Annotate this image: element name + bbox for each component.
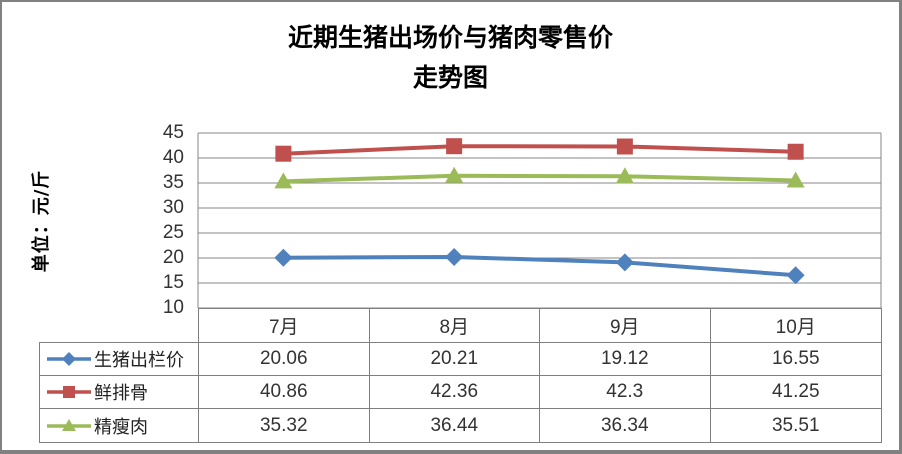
series-line-2 <box>281 173 798 184</box>
legend-column: 生猪出栏价鲜排骨精瘦肉 <box>39 342 199 443</box>
square-legend-icon <box>47 386 91 398</box>
value-cell: 41.25 <box>710 376 881 409</box>
triangle-marker <box>274 172 293 189</box>
diamond-marker <box>274 248 293 267</box>
value-cell: 20.21 <box>369 343 540 376</box>
series-line-0 <box>281 254 798 278</box>
legend-series-label: 鲜排骨 <box>94 383 148 404</box>
value-cell: 19.12 <box>540 343 711 376</box>
value-cell: 16.55 <box>710 343 881 376</box>
chart-title-line1: 近期生猪出场价与猪肉零售价 <box>287 23 613 52</box>
value-cell: 35.32 <box>199 409 370 442</box>
triangle-legend-marker <box>62 418 76 431</box>
y-tick-label: 20 <box>162 247 184 268</box>
month-header-cell: 9月 <box>540 309 711 342</box>
diamond-legend-icon <box>47 352 91 366</box>
square-marker <box>787 143 804 160</box>
value-cell: 42.36 <box>369 376 540 409</box>
diamond-marker <box>445 247 464 266</box>
value-cell: 35.51 <box>771 414 820 436</box>
value-cell: 40.86 <box>199 376 370 409</box>
chart-title: 近期生猪出场价与猪肉零售价 走势图 <box>2 18 899 98</box>
value-cell: 36.44 <box>370 409 540 442</box>
y-tick-label: 35 <box>162 172 184 193</box>
square-marker <box>616 138 633 155</box>
table-header-row: 7月 8月 9月 10月 <box>198 308 882 343</box>
square-legend-marker <box>63 386 75 398</box>
chart-title-line2: 走势图 <box>412 63 488 92</box>
legend-row: 鲜排骨 <box>40 376 198 409</box>
triangle-marker <box>615 167 634 184</box>
legend-series-label: 精瘦肉 <box>94 416 148 438</box>
month-header-cell: 7月 <box>199 309 370 342</box>
diamond-legend-marker <box>62 352 76 366</box>
legend-series-label: 生猪出栏价 <box>94 350 184 371</box>
y-tick-label: 40 <box>162 147 184 168</box>
triangle-marker <box>786 171 805 188</box>
y-tick-label: 45 <box>162 122 184 143</box>
month-header-cell: 10月 <box>775 317 816 338</box>
series-line-1 <box>281 144 798 156</box>
square-marker <box>275 145 292 162</box>
value-cell: 42.3 <box>540 376 711 409</box>
y-tick-label: 30 <box>162 197 184 218</box>
legend-row: 生猪出栏价 <box>40 343 198 376</box>
y-tick-label: 15 <box>162 272 184 293</box>
month-header-cell: 8月 <box>370 309 540 342</box>
diamond-marker <box>615 253 634 272</box>
value-cell: 20.06 <box>199 343 370 376</box>
table-data-grid: 20.06 20.21 19.12 16.55 40.86 42.36 42.3 41.25 3… <box>198 342 882 443</box>
triangle-marker <box>445 166 464 183</box>
y-tick-label: 10 <box>162 297 184 318</box>
triangle-legend-icon <box>47 418 91 431</box>
square-marker <box>446 138 463 155</box>
value-cell: 36.34 <box>540 409 711 442</box>
y-tick-label: 25 <box>162 222 184 243</box>
diamond-marker <box>786 266 805 285</box>
legend-row: 精瘦肉 <box>40 409 198 442</box>
